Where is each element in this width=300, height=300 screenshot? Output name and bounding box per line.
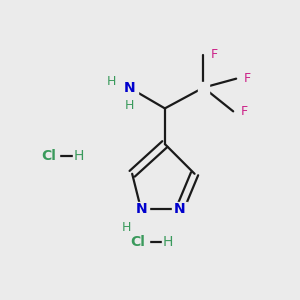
Bar bbox=[238, 73, 250, 85]
Text: H: H bbox=[74, 149, 84, 163]
Text: F: F bbox=[244, 72, 251, 85]
Text: H: H bbox=[124, 99, 134, 112]
Text: N: N bbox=[174, 202, 185, 216]
Bar bbox=[198, 82, 209, 94]
Text: Cl: Cl bbox=[41, 149, 56, 163]
Bar bbox=[73, 148, 85, 164]
Text: F: F bbox=[211, 48, 218, 62]
Bar bbox=[128, 235, 148, 250]
Text: N: N bbox=[135, 202, 147, 216]
Bar bbox=[38, 148, 59, 164]
Bar bbox=[120, 80, 138, 95]
Text: H: H bbox=[107, 75, 116, 88]
Bar bbox=[134, 202, 148, 217]
Text: F: F bbox=[241, 105, 248, 118]
Text: H: H bbox=[163, 235, 173, 249]
Bar bbox=[205, 49, 217, 61]
Bar bbox=[235, 105, 247, 117]
Text: H: H bbox=[122, 221, 131, 234]
Text: Cl: Cl bbox=[131, 235, 146, 249]
Bar bbox=[162, 235, 174, 250]
Bar bbox=[172, 202, 187, 217]
Text: N: N bbox=[123, 81, 135, 94]
